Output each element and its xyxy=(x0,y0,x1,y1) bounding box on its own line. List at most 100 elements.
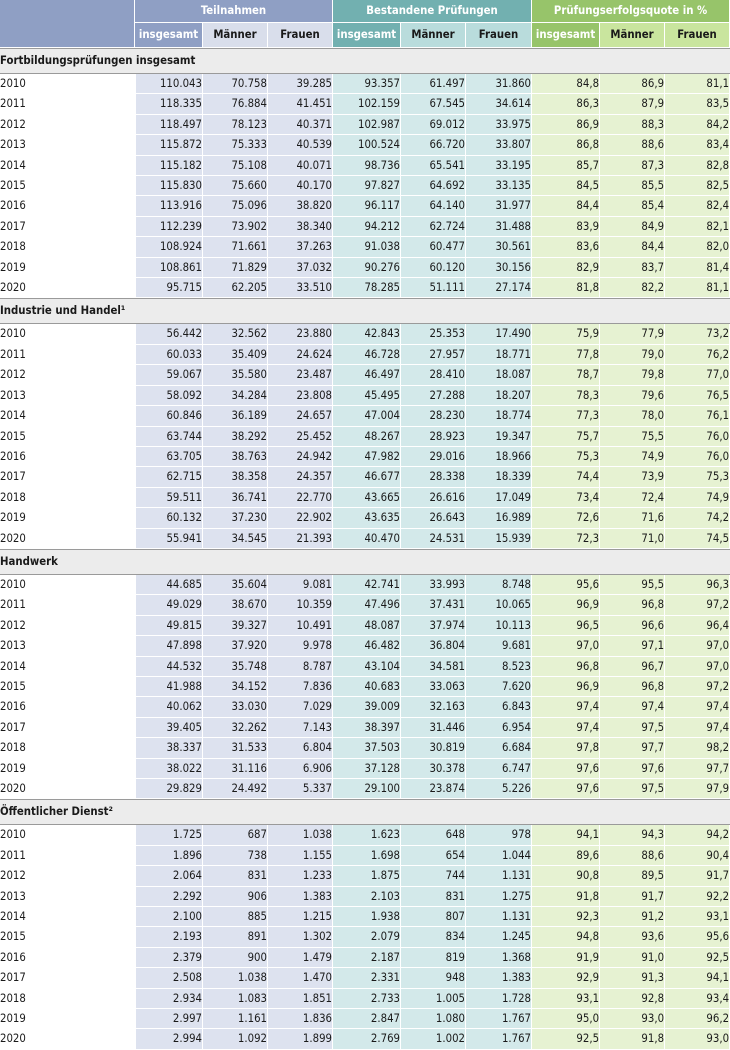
value-cell: 37.263 xyxy=(268,237,334,258)
year-cell: 2012 xyxy=(0,365,135,386)
value-cell: 5.226 xyxy=(466,779,533,800)
value-cell: 33.195 xyxy=(466,155,533,177)
value-cell: 43.635 xyxy=(333,508,402,529)
section-title: Handwerk xyxy=(0,548,730,575)
value-cell: 25.353 xyxy=(401,324,467,345)
value-cell: 75,9 xyxy=(532,324,601,345)
value-cell: 38.337 xyxy=(135,738,203,759)
value-cell: 47.004 xyxy=(333,406,402,427)
value-cell: 91,8 xyxy=(600,1029,666,1050)
value-cell: 30.378 xyxy=(401,758,467,779)
value-cell: 29.016 xyxy=(401,446,467,468)
value-cell: 40.683 xyxy=(333,676,402,698)
value-cell: 891 xyxy=(203,927,268,948)
value-cell: 74,4 xyxy=(532,467,601,488)
value-cell: 108.924 xyxy=(135,237,203,258)
value-cell: 60.033 xyxy=(135,344,203,366)
value-cell: 96,2 xyxy=(665,1009,730,1030)
year-cell: 2014 xyxy=(0,155,135,177)
value-cell: 39.405 xyxy=(135,717,203,739)
value-cell: 97,4 xyxy=(600,697,666,718)
value-cell: 831 xyxy=(401,886,467,908)
value-cell: 83,7 xyxy=(600,257,666,279)
value-cell: 74,2 xyxy=(665,508,730,529)
value-cell: 76,5 xyxy=(665,385,730,407)
value-cell: 91,2 xyxy=(600,907,666,928)
value-cell: 97,0 xyxy=(532,636,601,657)
value-cell: 978 xyxy=(466,825,533,846)
value-cell: 76.884 xyxy=(203,94,268,115)
value-cell: 18.087 xyxy=(466,365,533,386)
value-cell: 42.741 xyxy=(333,574,402,596)
sub-header: Männer xyxy=(600,23,666,48)
value-cell: 2.079 xyxy=(333,927,402,948)
value-cell: 37.128 xyxy=(333,758,402,779)
value-cell: 64.140 xyxy=(401,196,467,217)
table-row: 2012 118.497 78.123 40.371 102.987 69.012 33.9… xyxy=(0,114,730,136)
value-cell: 7.620 xyxy=(466,676,533,698)
section-header-row: Fortbildungsprüfungen insgesamt xyxy=(0,48,730,74)
value-cell: 34.545 xyxy=(203,528,268,549)
value-cell: 30.561 xyxy=(466,237,533,258)
group-header-bestandene-pruefungen: Bestandene Prüfungen xyxy=(333,0,533,23)
value-cell: 42.843 xyxy=(333,324,402,345)
value-cell: 35.409 xyxy=(203,344,268,366)
table-row: 2017 62.715 38.358 24.357 46.677 28.338 18.339… xyxy=(0,467,730,488)
value-cell: 96,8 xyxy=(600,676,666,698)
value-cell: 2.379 xyxy=(135,947,203,969)
value-cell: 85,7 xyxy=(532,155,601,177)
value-cell: 79,0 xyxy=(600,344,666,366)
table-body: Fortbildungsprüfungen insgesamt 2010 110.0… xyxy=(0,48,730,1050)
value-cell: 97,5 xyxy=(600,717,666,739)
value-cell: 92,8 xyxy=(600,988,666,1010)
value-cell: 76,0 xyxy=(665,426,730,447)
value-cell: 64.692 xyxy=(401,176,467,197)
value-cell: 82,1 xyxy=(665,216,730,238)
value-cell: 1.698 xyxy=(333,845,402,867)
sub-header: Frauen xyxy=(268,23,334,48)
value-cell: 1.215 xyxy=(268,907,334,928)
value-cell: 97,4 xyxy=(665,717,730,739)
value-cell: 8.523 xyxy=(466,656,533,677)
value-cell: 97,6 xyxy=(532,758,601,779)
value-cell: 76,2 xyxy=(665,344,730,366)
value-cell: 39.009 xyxy=(333,697,402,718)
value-cell: 45.495 xyxy=(333,385,402,407)
group-header-row: Teilnahmen Bestandene Prüfungen Prüfungs… xyxy=(0,0,730,48)
table-row: 2015 63.744 38.292 25.452 48.267 28.923 19.347… xyxy=(0,426,730,447)
year-cell: 2019 xyxy=(0,1009,135,1030)
value-cell: 24.624 xyxy=(268,344,334,366)
value-cell: 1.383 xyxy=(466,968,533,989)
value-cell: 97,4 xyxy=(532,697,601,718)
sub-header: insgesamt xyxy=(135,23,203,48)
value-cell: 31.860 xyxy=(466,74,533,95)
value-cell: 115.182 xyxy=(135,155,203,177)
value-cell: 96,7 xyxy=(600,656,666,677)
value-cell: 97,9 xyxy=(665,779,730,800)
value-cell: 1.083 xyxy=(203,988,268,1010)
value-cell: 19.347 xyxy=(466,426,533,447)
section-header-row: Handwerk xyxy=(0,548,730,575)
value-cell: 91,3 xyxy=(600,968,666,989)
value-cell: 15.939 xyxy=(466,528,533,549)
year-cell: 2020 xyxy=(0,779,135,800)
value-cell: 35.580 xyxy=(203,365,268,386)
sub-header: insgesamt xyxy=(333,23,402,48)
table-row: 2016 113.916 75.096 38.820 96.117 64.140 31.97… xyxy=(0,196,730,217)
value-cell: 71,6 xyxy=(600,508,666,529)
value-cell: 91,7 xyxy=(665,866,730,887)
value-cell: 29.100 xyxy=(333,779,402,800)
value-cell: 91,8 xyxy=(532,886,601,908)
value-cell: 74,9 xyxy=(665,487,730,509)
year-cell: 2011 xyxy=(0,845,135,867)
year-cell: 2015 xyxy=(0,927,135,948)
value-cell: 113.916 xyxy=(135,196,203,217)
value-cell: 84,8 xyxy=(532,74,601,95)
value-cell: 5.337 xyxy=(268,779,334,800)
year-cell: 2010 xyxy=(0,574,135,596)
value-cell: 78.123 xyxy=(203,114,268,136)
year-cell: 2013 xyxy=(0,886,135,908)
year-cell: 2013 xyxy=(0,135,135,156)
value-cell: 9.978 xyxy=(268,636,334,657)
value-cell: 1.899 xyxy=(268,1029,334,1050)
